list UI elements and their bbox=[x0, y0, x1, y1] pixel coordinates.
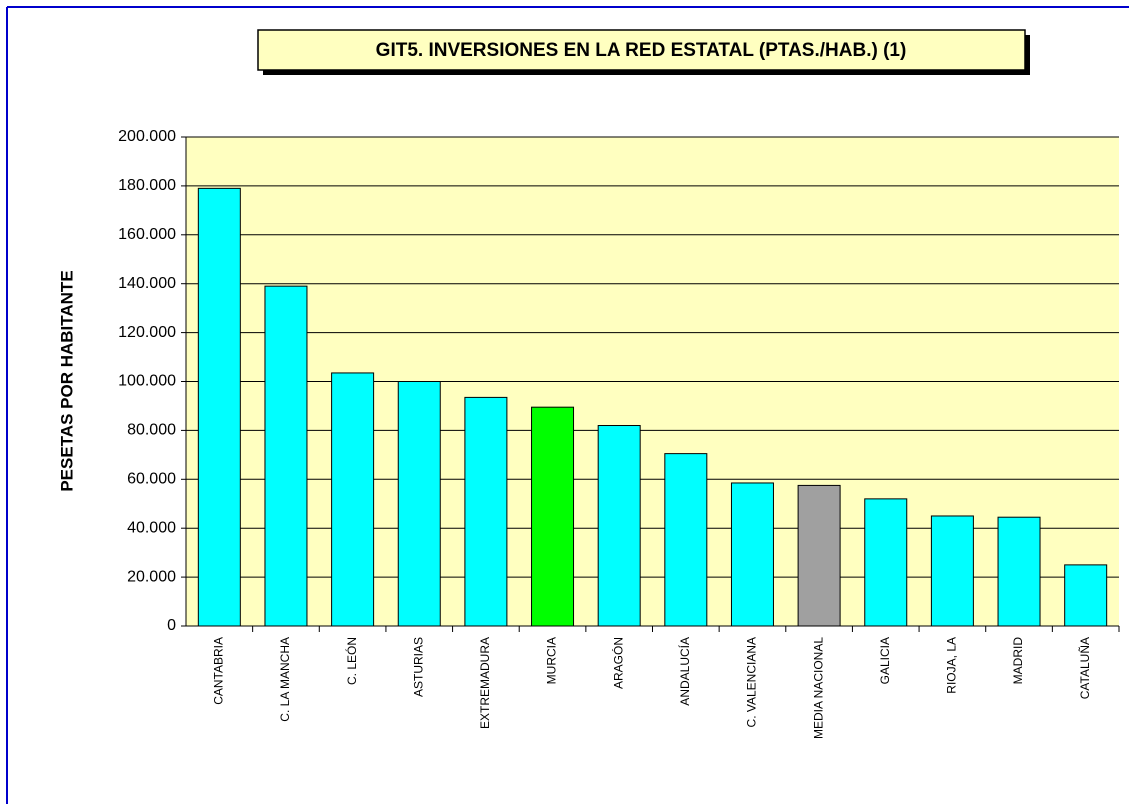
bar bbox=[664, 453, 708, 627]
x-tick-label: GALICIA bbox=[878, 637, 892, 684]
y-tick-label: 140.000 bbox=[118, 275, 176, 292]
bar bbox=[730, 482, 774, 627]
y-axis-label: PESETAS POR HABITANTE bbox=[57, 270, 76, 491]
x-tick-label: MURCIA bbox=[545, 637, 559, 684]
y-tick-label: 120.000 bbox=[118, 324, 176, 341]
x-tick-label: CATALUÑA bbox=[1078, 637, 1092, 699]
y-tick-label: 80.000 bbox=[127, 422, 176, 439]
x-tick-label: ASTURIAS bbox=[411, 637, 425, 697]
x-tick-label: EXTREMADURA bbox=[478, 637, 492, 729]
bar bbox=[930, 515, 974, 627]
x-tick-label: ANDALUCÍA bbox=[677, 637, 692, 706]
bar bbox=[197, 187, 241, 627]
bar bbox=[531, 406, 575, 627]
bar bbox=[464, 396, 508, 627]
y-tick-label: 0 bbox=[167, 617, 176, 634]
x-tick-label: C. LEÓN bbox=[344, 637, 359, 685]
y-tick-label: 180.000 bbox=[118, 177, 176, 194]
bar bbox=[797, 484, 841, 627]
bar bbox=[1064, 564, 1108, 627]
y-tick-label: 60.000 bbox=[127, 471, 176, 488]
x-tick-label: ARAGÓN bbox=[610, 637, 625, 689]
chart-title: GIT5. INVERSIONES EN LA RED ESTATAL (PTA… bbox=[376, 40, 907, 61]
y-tick-label: 40.000 bbox=[127, 519, 176, 536]
bar bbox=[864, 498, 908, 627]
x-tick-label: MEDIA NACIONAL bbox=[811, 637, 825, 739]
bar bbox=[331, 372, 375, 627]
x-tick-label: CANTABRIA bbox=[211, 637, 225, 705]
x-tick-label: C. LA MANCHA bbox=[278, 637, 292, 722]
bar bbox=[997, 516, 1041, 627]
y-tick-label: 160.000 bbox=[118, 226, 176, 243]
x-tick-label: RIOJA, LA bbox=[945, 637, 959, 694]
x-tick-label: C. VALENCIANA bbox=[745, 637, 759, 727]
bar bbox=[264, 285, 308, 627]
y-tick-label: 200.000 bbox=[118, 128, 176, 145]
y-tick-label: 20.000 bbox=[127, 568, 176, 585]
bar bbox=[397, 381, 441, 627]
bar bbox=[597, 425, 641, 627]
y-tick-label: 100.000 bbox=[118, 373, 176, 390]
title-box bbox=[257, 29, 1026, 71]
x-tick-label: MADRID bbox=[1011, 637, 1025, 685]
